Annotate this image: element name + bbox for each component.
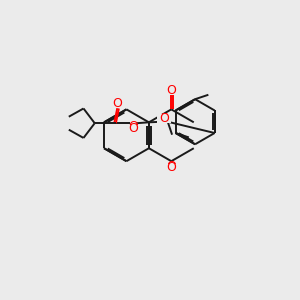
Text: O: O	[129, 120, 139, 133]
Text: O: O	[159, 112, 169, 125]
Text: O: O	[159, 112, 169, 125]
FancyBboxPatch shape	[127, 125, 140, 133]
Text: O: O	[167, 161, 176, 174]
FancyBboxPatch shape	[165, 164, 178, 172]
Text: O: O	[112, 97, 122, 110]
FancyBboxPatch shape	[158, 114, 171, 123]
Text: O: O	[129, 122, 139, 135]
Text: O: O	[167, 84, 176, 97]
Text: O: O	[167, 160, 176, 173]
